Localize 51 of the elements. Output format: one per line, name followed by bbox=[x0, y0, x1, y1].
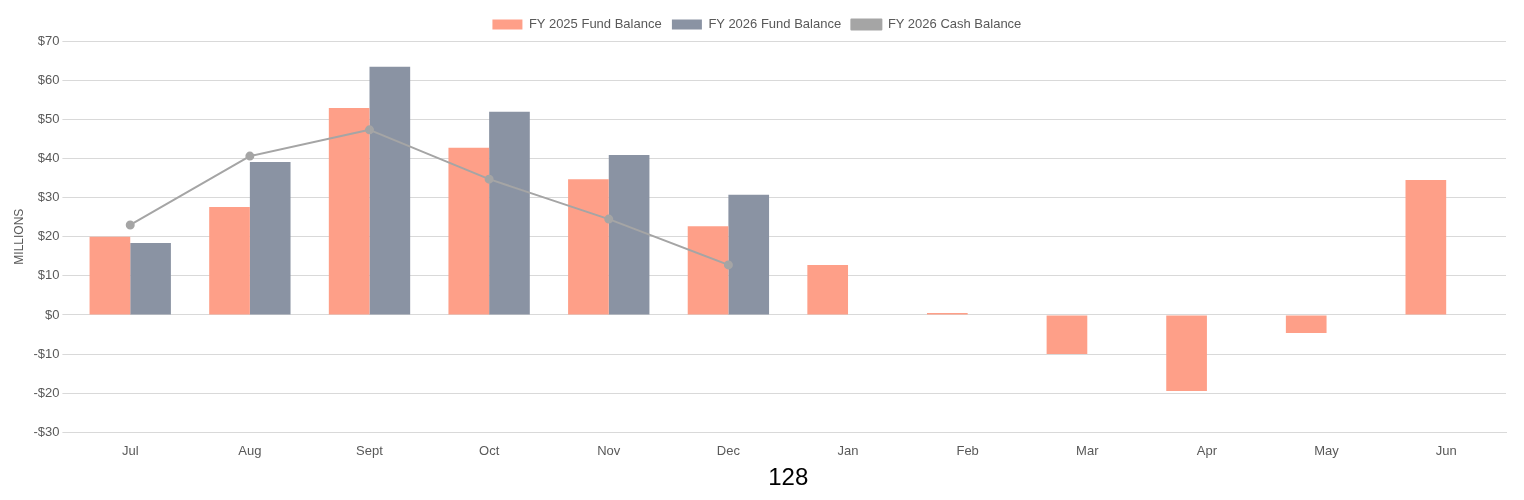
bar bbox=[807, 264, 849, 315]
x-tick-label: Jun bbox=[1435, 442, 1457, 458]
bar bbox=[608, 154, 650, 315]
point bbox=[604, 214, 614, 224]
bar bbox=[1285, 315, 1327, 333]
y-axis-title: MILLIONS bbox=[11, 208, 26, 265]
x-tick-label: Jul bbox=[121, 442, 139, 458]
text: 128 bbox=[768, 462, 809, 490]
bar bbox=[328, 107, 370, 315]
bar bbox=[249, 161, 291, 315]
bar bbox=[568, 179, 609, 315]
point bbox=[365, 125, 374, 135]
x-tick-label: Dec bbox=[716, 442, 741, 458]
x-tick-label: Apr bbox=[1196, 442, 1218, 458]
y-tick-label: $60 bbox=[37, 71, 60, 87]
bar bbox=[448, 147, 490, 315]
x-tick-label: Feb bbox=[956, 442, 979, 458]
y-tick-label: -$30 bbox=[33, 423, 60, 439]
point bbox=[245, 151, 255, 161]
x-tick-label: May bbox=[1314, 442, 1340, 458]
bar bbox=[89, 236, 131, 315]
legend-label: FY 2026 Fund Balance bbox=[708, 16, 842, 32]
legend-label: FY 2026 Cash Balance bbox=[887, 16, 1022, 32]
y-tick-label: $10 bbox=[37, 267, 60, 283]
x-tick-label: Jan bbox=[837, 442, 859, 458]
point bbox=[484, 174, 494, 184]
bar bbox=[130, 242, 171, 315]
x-tick-label: Mar bbox=[1076, 442, 1100, 458]
y-tick-label: $20 bbox=[37, 228, 60, 244]
bar bbox=[489, 111, 530, 315]
point bbox=[723, 260, 733, 270]
bar bbox=[209, 206, 250, 315]
bar bbox=[1046, 315, 1088, 355]
y-tick-label: $0 bbox=[44, 306, 60, 322]
y-tick-label: -$20 bbox=[33, 384, 60, 400]
bar bbox=[1166, 315, 1207, 391]
bar bbox=[728, 194, 770, 315]
y-tick-label: $70 bbox=[37, 32, 60, 48]
y-tick-label: $40 bbox=[37, 150, 60, 165]
y-tick-label: $30 bbox=[37, 189, 60, 205]
bar bbox=[369, 66, 411, 315]
legend-label: FY 2025 Fund Balance bbox=[528, 16, 662, 32]
y-tick-label: $50 bbox=[37, 110, 60, 126]
x-tick-label: Sept bbox=[356, 442, 384, 458]
y-tick-label: -$10 bbox=[33, 345, 60, 361]
bar bbox=[687, 226, 729, 315]
x-tick-label: Nov bbox=[597, 442, 621, 458]
bar bbox=[1405, 179, 1447, 315]
x-tick-label: Aug bbox=[238, 442, 262, 458]
point bbox=[125, 220, 135, 230]
x-tick-label: Oct bbox=[479, 442, 500, 458]
